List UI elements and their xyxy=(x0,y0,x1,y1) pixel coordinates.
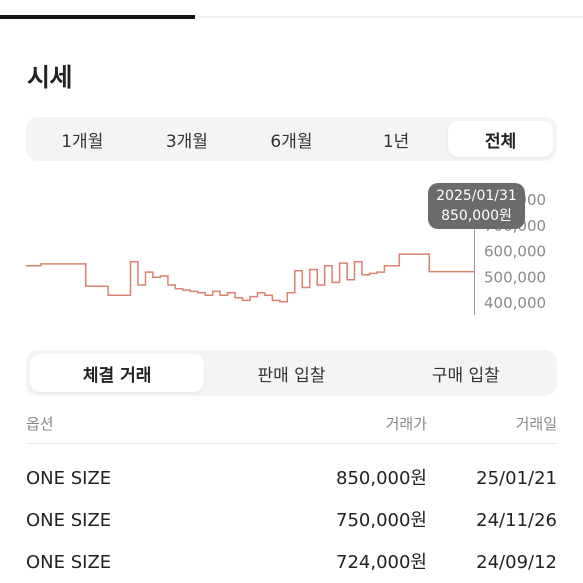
row-date: 24/11/26 xyxy=(476,510,557,531)
row-price: 850,000원 xyxy=(336,468,427,489)
row-option: ONE SIZE xyxy=(26,510,112,531)
top-tab-divider xyxy=(0,16,583,18)
y-tick-label: 600,000 xyxy=(484,243,546,261)
trade-list: ONE SIZE 850,000원 25/01/21 ONE SIZE 750,… xyxy=(26,458,557,583)
table-header: 옵션 거래가 거래일 xyxy=(26,413,557,443)
tooltip-date: 2025/01/31 xyxy=(436,188,517,204)
row-price: 724,000원 xyxy=(336,552,427,573)
tab-sell-bids[interactable]: 판매 입찰 xyxy=(204,354,378,392)
period-tab-1m[interactable]: 1개월 xyxy=(30,121,135,157)
period-tab-6m[interactable]: 6개월 xyxy=(239,121,344,157)
table-header-divider xyxy=(26,443,557,444)
period-tab-label: 6개월 xyxy=(270,131,313,152)
y-tick-label: 400,000 xyxy=(484,294,546,312)
header-date: 거래일 xyxy=(515,415,557,433)
period-tab-label: 전체 xyxy=(485,131,517,152)
tab-buy-bids[interactable]: 구매 입찰 xyxy=(379,354,553,392)
section-title: 시세 xyxy=(27,63,73,92)
period-tab-all[interactable]: 전체 xyxy=(448,121,553,157)
table-row: ONE SIZE 750,000원 24/11/26 xyxy=(26,500,557,542)
active-tab-indicator xyxy=(0,15,195,19)
row-option: ONE SIZE xyxy=(26,552,112,573)
header-option: 옵션 xyxy=(26,415,54,433)
trade-tab-label: 구매 입찰 xyxy=(431,365,500,386)
period-tabs: 1개월 3개월 6개월 1년 전체 xyxy=(26,117,557,161)
tooltip-price: 850,000원 xyxy=(441,208,512,224)
period-tab-label: 3개월 xyxy=(165,131,208,152)
row-price: 750,000원 xyxy=(336,510,427,531)
header-price: 거래가 xyxy=(385,415,427,433)
table-row: ONE SIZE 724,000원 24/09/12 xyxy=(26,542,557,583)
tab-completed-trades[interactable]: 체결 거래 xyxy=(30,354,205,392)
trade-type-tabs: 체결 거래 판매 입찰 구매 입찰 xyxy=(26,350,557,396)
row-option: ONE SIZE xyxy=(26,468,112,489)
trade-tab-label: 체결 거래 xyxy=(82,365,152,386)
period-tab-3m[interactable]: 3개월 xyxy=(135,121,240,157)
price-series-line xyxy=(26,253,474,303)
row-date: 24/09/12 xyxy=(476,552,557,573)
period-tab-1y[interactable]: 1년 xyxy=(344,121,449,157)
y-tick-label: 500,000 xyxy=(484,268,546,286)
trade-tab-label: 판매 입찰 xyxy=(257,365,326,386)
table-row: ONE SIZE 850,000원 25/01/21 xyxy=(26,458,557,500)
period-tab-label: 1년 xyxy=(382,131,410,152)
chart-tooltip: 2025/01/31 850,000원 xyxy=(428,183,525,229)
period-tab-label: 1개월 xyxy=(61,131,104,152)
row-date: 25/01/21 xyxy=(476,468,557,489)
